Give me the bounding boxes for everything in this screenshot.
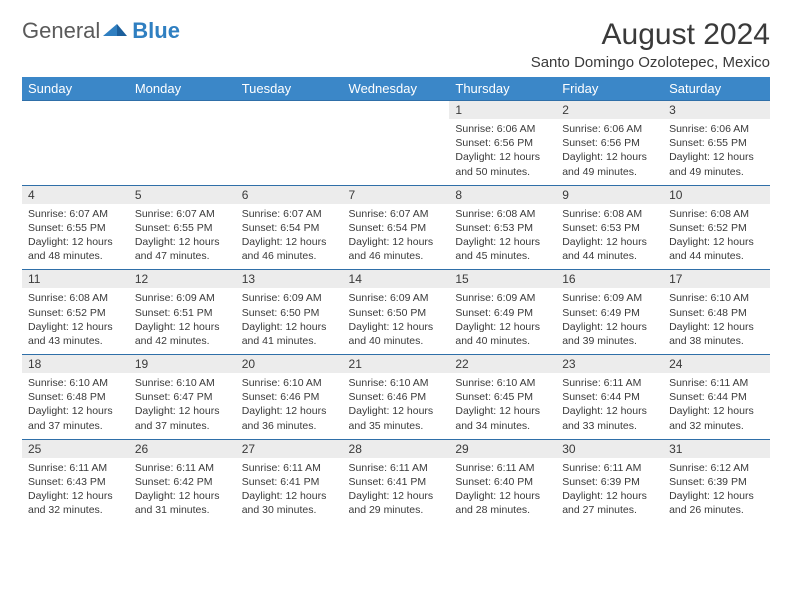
header: General Blue August 2024 Santo Domingo O…	[22, 18, 770, 71]
day-detail-cell: Sunrise: 6:11 AMSunset: 6:41 PMDaylight:…	[236, 458, 343, 524]
calendar-table: SundayMondayTuesdayWednesdayThursdayFrid…	[22, 77, 770, 524]
day-number-cell: 21	[343, 355, 450, 374]
day-number-cell	[236, 101, 343, 120]
day-number-cell: 6	[236, 185, 343, 204]
day-number-cell: 7	[343, 185, 450, 204]
day-detail-cell: Sunrise: 6:08 AMSunset: 6:52 PMDaylight:…	[663, 204, 770, 270]
day-number-cell: 5	[129, 185, 236, 204]
day-number-cell: 23	[556, 355, 663, 374]
day-detail-cell: Sunrise: 6:07 AMSunset: 6:54 PMDaylight:…	[236, 204, 343, 270]
day-number-cell: 2	[556, 101, 663, 120]
day-number-cell: 10	[663, 185, 770, 204]
day-number-cell: 14	[343, 270, 450, 289]
day-number-cell: 13	[236, 270, 343, 289]
daynum-row: 45678910	[22, 185, 770, 204]
day-detail-cell: Sunrise: 6:10 AMSunset: 6:46 PMDaylight:…	[343, 373, 450, 439]
logo-mark-icon	[100, 18, 132, 44]
day-number-cell: 16	[556, 270, 663, 289]
day-detail-cell: Sunrise: 6:06 AMSunset: 6:56 PMDaylight:…	[449, 119, 556, 185]
day-detail-cell: Sunrise: 6:10 AMSunset: 6:45 PMDaylight:…	[449, 373, 556, 439]
day-detail-cell: Sunrise: 6:11 AMSunset: 6:42 PMDaylight:…	[129, 458, 236, 524]
day-detail-cell: Sunrise: 6:06 AMSunset: 6:55 PMDaylight:…	[663, 119, 770, 185]
day-detail-cell: Sunrise: 6:09 AMSunset: 6:50 PMDaylight:…	[236, 288, 343, 354]
day-detail-cell: Sunrise: 6:07 AMSunset: 6:54 PMDaylight:…	[343, 204, 450, 270]
day-detail-cell: Sunrise: 6:11 AMSunset: 6:40 PMDaylight:…	[449, 458, 556, 524]
day-number-cell: 29	[449, 439, 556, 458]
day-number-cell: 17	[663, 270, 770, 289]
day-header: Monday	[129, 77, 236, 101]
logo: General Blue	[22, 18, 180, 44]
day-detail-cell: Sunrise: 6:07 AMSunset: 6:55 PMDaylight:…	[129, 204, 236, 270]
day-number-cell: 30	[556, 439, 663, 458]
day-detail-cell: Sunrise: 6:08 AMSunset: 6:53 PMDaylight:…	[556, 204, 663, 270]
day-number-cell: 12	[129, 270, 236, 289]
day-number-cell: 1	[449, 101, 556, 120]
day-number-cell: 11	[22, 270, 129, 289]
day-number-cell: 31	[663, 439, 770, 458]
day-header: Friday	[556, 77, 663, 101]
location-label: Santo Domingo Ozolotepec, Mexico	[531, 54, 770, 71]
day-detail-cell: Sunrise: 6:08 AMSunset: 6:53 PMDaylight:…	[449, 204, 556, 270]
day-detail-cell: Sunrise: 6:11 AMSunset: 6:41 PMDaylight:…	[343, 458, 450, 524]
day-header: Thursday	[449, 77, 556, 101]
day-detail-cell: Sunrise: 6:10 AMSunset: 6:46 PMDaylight:…	[236, 373, 343, 439]
logo-text-blue: Blue	[132, 18, 180, 44]
day-detail-cell: Sunrise: 6:11 AMSunset: 6:44 PMDaylight:…	[663, 373, 770, 439]
day-number-cell: 8	[449, 185, 556, 204]
detail-row: Sunrise: 6:07 AMSunset: 6:55 PMDaylight:…	[22, 204, 770, 270]
day-detail-cell: Sunrise: 6:11 AMSunset: 6:39 PMDaylight:…	[556, 458, 663, 524]
day-detail-cell: Sunrise: 6:09 AMSunset: 6:49 PMDaylight:…	[556, 288, 663, 354]
day-number-cell: 22	[449, 355, 556, 374]
day-detail-cell: Sunrise: 6:08 AMSunset: 6:52 PMDaylight:…	[22, 288, 129, 354]
daynum-row: 11121314151617	[22, 270, 770, 289]
title-block: August 2024 Santo Domingo Ozolotepec, Me…	[531, 18, 770, 71]
daynum-row: 25262728293031	[22, 439, 770, 458]
day-header-row: SundayMondayTuesdayWednesdayThursdayFrid…	[22, 77, 770, 101]
day-header: Sunday	[22, 77, 129, 101]
day-number-cell: 19	[129, 355, 236, 374]
day-detail-cell: Sunrise: 6:06 AMSunset: 6:56 PMDaylight:…	[556, 119, 663, 185]
day-detail-cell: Sunrise: 6:09 AMSunset: 6:50 PMDaylight:…	[343, 288, 450, 354]
day-number-cell: 15	[449, 270, 556, 289]
day-number-cell	[129, 101, 236, 120]
day-number-cell: 20	[236, 355, 343, 374]
day-number-cell: 25	[22, 439, 129, 458]
day-detail-cell	[129, 119, 236, 185]
day-header: Saturday	[663, 77, 770, 101]
day-number-cell: 4	[22, 185, 129, 204]
daynum-row: 18192021222324	[22, 355, 770, 374]
day-detail-cell: Sunrise: 6:09 AMSunset: 6:49 PMDaylight:…	[449, 288, 556, 354]
day-header: Wednesday	[343, 77, 450, 101]
logo-text-general: General	[22, 18, 100, 44]
detail-row: Sunrise: 6:06 AMSunset: 6:56 PMDaylight:…	[22, 119, 770, 185]
day-number-cell: 3	[663, 101, 770, 120]
day-detail-cell: Sunrise: 6:11 AMSunset: 6:43 PMDaylight:…	[22, 458, 129, 524]
page-title: August 2024	[531, 18, 770, 52]
detail-row: Sunrise: 6:10 AMSunset: 6:48 PMDaylight:…	[22, 373, 770, 439]
day-detail-cell: Sunrise: 6:10 AMSunset: 6:48 PMDaylight:…	[663, 288, 770, 354]
day-number-cell	[343, 101, 450, 120]
detail-row: Sunrise: 6:08 AMSunset: 6:52 PMDaylight:…	[22, 288, 770, 354]
day-number-cell: 9	[556, 185, 663, 204]
day-number-cell: 28	[343, 439, 450, 458]
daynum-row: 123	[22, 101, 770, 120]
day-detail-cell: Sunrise: 6:10 AMSunset: 6:48 PMDaylight:…	[22, 373, 129, 439]
day-header: Tuesday	[236, 77, 343, 101]
detail-row: Sunrise: 6:11 AMSunset: 6:43 PMDaylight:…	[22, 458, 770, 524]
day-detail-cell: Sunrise: 6:09 AMSunset: 6:51 PMDaylight:…	[129, 288, 236, 354]
day-detail-cell: Sunrise: 6:11 AMSunset: 6:44 PMDaylight:…	[556, 373, 663, 439]
day-detail-cell: Sunrise: 6:10 AMSunset: 6:47 PMDaylight:…	[129, 373, 236, 439]
day-number-cell: 18	[22, 355, 129, 374]
day-detail-cell	[22, 119, 129, 185]
day-detail-cell	[343, 119, 450, 185]
day-number-cell	[22, 101, 129, 120]
day-detail-cell	[236, 119, 343, 185]
day-number-cell: 27	[236, 439, 343, 458]
day-number-cell: 26	[129, 439, 236, 458]
day-number-cell: 24	[663, 355, 770, 374]
day-detail-cell: Sunrise: 6:07 AMSunset: 6:55 PMDaylight:…	[22, 204, 129, 270]
day-detail-cell: Sunrise: 6:12 AMSunset: 6:39 PMDaylight:…	[663, 458, 770, 524]
